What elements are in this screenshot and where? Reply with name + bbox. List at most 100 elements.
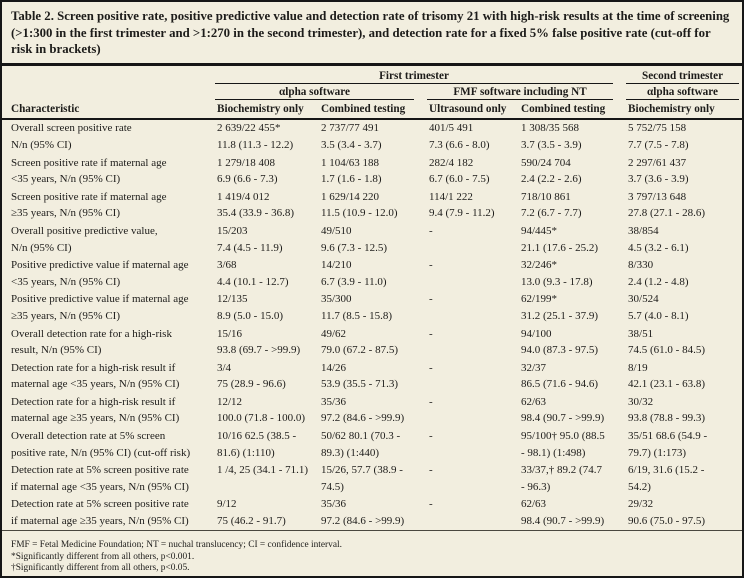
first-trimester-label: First trimester — [215, 70, 614, 84]
cell-line: 89.3) (1:440) — [321, 446, 380, 459]
table-row: Positive predictive value if maternal ag… — [2, 291, 742, 325]
cell-line: 11.8 (11.3 - 12.2) — [217, 138, 294, 151]
value-cell: 14/210 6.7 (3.9 - 11.0) — [318, 257, 426, 291]
cell-line: - 98.1) (1:498) — [521, 446, 586, 459]
cell-line: 27.8 (27.1 - 28.6) — [628, 207, 706, 220]
value-cell: - — [426, 359, 518, 393]
cell-line: - — [429, 430, 433, 443]
value-cell: 15/203 7.4 (4.5 - 11.9) — [214, 222, 318, 256]
value-cell: 62/63 98.4 (90.7 - >99.9) — [518, 393, 625, 427]
cell-line: N/n (95% CI) — [11, 138, 72, 151]
cell-line: - — [429, 224, 433, 237]
cell-line: 74.5) — [321, 480, 344, 493]
table-title: Table 2. Screen positive rate, positive … — [2, 2, 742, 66]
data-table: First trimester Second trimester αlpha s… — [2, 68, 742, 531]
cell-line: Overall detection rate for a high-risk — [11, 327, 172, 340]
table-row: Detection rate for a high-risk result if… — [2, 393, 742, 427]
cell-line: Overall positive predictive value, — [11, 224, 158, 237]
cell-line: result, N/n (95% CI) — [11, 344, 102, 357]
cell-line: - — [429, 395, 433, 408]
table-row: Overall detection rate at 5% screen posit… — [2, 428, 742, 462]
cell-line: 5.7 (4.0 - 8.1) — [628, 309, 689, 322]
characteristic-cell: Screen positive rate if maternal age ≥35 … — [2, 188, 214, 222]
cell-line: 4.5 (3.2 - 6.1) — [628, 241, 689, 254]
alpha-software-label: αlpha software — [215, 86, 414, 100]
cell-line: 94/100 — [521, 327, 552, 340]
value-cell: 12/12 100.0 (71.8 - 100.0) — [214, 393, 318, 427]
cell-line: 7.2 (6.7 - 7.7) — [521, 207, 582, 220]
value-cell: 32/246* 13.0 (9.3 - 17.8) — [518, 257, 625, 291]
cell-line: 21.1 (17.6 - 25.2) — [521, 241, 598, 254]
cell-line: positive rate, N/n (95% CI) (cut-off ris… — [11, 446, 191, 459]
cell-line: Detection rate for a high-risk result if — [11, 361, 176, 374]
cell-line: 94/445* — [521, 224, 558, 237]
cell-line: 62/199* — [521, 293, 558, 306]
cell-line: 35/51 68.6 (54.9 - — [628, 430, 708, 443]
cell-line: 93.8 (78.8 - 99.3) — [628, 412, 706, 425]
characteristic-cell: Detection rate for a high-risk result if… — [2, 393, 214, 427]
cell-line: 38/854 — [628, 224, 659, 237]
value-cell: 49/62 79.0 (67.2 - 87.5) — [318, 325, 426, 359]
value-cell: 590/24 704 2.4 (2.2 - 2.6) — [518, 154, 625, 188]
value-cell: 35/51 68.6 (54.9 - 79.7) (1:173) — [625, 428, 742, 462]
cell-line: Screen positive rate if maternal age — [11, 190, 167, 203]
cell-line: Detection rate for a high-risk result if — [11, 395, 176, 408]
value-cell: - — [426, 257, 518, 291]
cell-line: 7.3 (6.6 - 8.0) — [429, 138, 490, 151]
value-cell: 718/10 861 7.2 (6.7 - 7.7) — [518, 188, 625, 222]
value-cell: 401/5 491 7.3 (6.6 - 8.0) — [426, 119, 518, 154]
cell-line: 3/4 — [217, 361, 232, 374]
cell-line: 9.4 (7.9 - 11.2) — [429, 207, 495, 220]
cell-line: Screen positive rate if maternal age — [11, 156, 167, 169]
cell-line: 94.0 (87.3 - 97.5) — [521, 344, 598, 357]
cell-line: 2.4 (2.2 - 2.6) — [521, 173, 582, 186]
value-cell: 62/199* 31.2 (25.1 - 37.9) — [518, 291, 625, 325]
characteristic-cell: Positive predictive value if maternal ag… — [2, 257, 214, 291]
value-cell: 1 279/18 408 6.9 (6.6 - 7.3) — [214, 154, 318, 188]
cell-line: 54.2) — [628, 480, 651, 493]
cell-line: 1 629/14 220 — [321, 190, 380, 203]
cell-line: 12/135 — [217, 293, 248, 306]
header-alpha-software-first: αlpha software — [214, 84, 426, 100]
cell-line: 100.0 (71.8 - 100.0) — [217, 412, 305, 425]
header-second-trimester: Second trimester — [625, 68, 742, 84]
cell-line: 7.4 (4.5 - 11.9) — [217, 241, 283, 254]
cell-line: 49/62 — [321, 327, 347, 340]
cell-line: <35 years, N/n (95% CI) — [11, 173, 121, 186]
cell-line: 13.0 (9.3 - 17.8) — [521, 275, 593, 288]
value-cell: 6/19, 31.6 (15.2 - 54.2) — [625, 462, 742, 496]
cell-line: 3/68 — [217, 259, 237, 272]
cell-line: 718/10 861 — [521, 190, 571, 203]
table-row: Overall screen positive rate N/n (95% CI)… — [2, 119, 742, 154]
alpha-software-label: αlpha software — [626, 86, 740, 100]
cell-line: 10/16 62.5 (38.5 - — [217, 430, 297, 443]
cell-line: 9/12 — [217, 498, 237, 511]
cell-line: - — [429, 293, 433, 306]
cell-line: 11.5 (10.9 - 12.0) — [321, 207, 398, 220]
cell-line: 2 297/61 437 — [628, 156, 687, 169]
header-fmf-software: FMF software including NT — [426, 84, 625, 100]
cell-line: Overall screen positive rate — [11, 122, 132, 135]
value-cell: 35/36 97.2 (84.6 - >99.9) — [318, 393, 426, 427]
value-cell: 3/68 4.4 (10.1 - 12.7) — [214, 257, 318, 291]
value-cell: 94/100 94.0 (87.3 - 97.5) — [518, 325, 625, 359]
value-cell: 2 297/61 437 3.7 (3.6 - 3.9) — [625, 154, 742, 188]
trimester-group-row: First trimester Second trimester — [2, 68, 742, 84]
value-cell: - — [426, 496, 518, 531]
cell-line: 62/63 — [521, 498, 547, 511]
cell-line: 75 (28.9 - 96.6) — [217, 378, 286, 391]
cell-line: 79.0 (67.2 - 87.5) — [321, 344, 398, 357]
value-cell: 282/4 182 6.7 (6.0 - 7.5) — [426, 154, 518, 188]
cell-line: 14/26 — [321, 361, 347, 374]
cell-line: ≥35 years, N/n (95% CI) — [11, 207, 120, 220]
cell-line: 35/36 — [321, 498, 347, 511]
column-header-characteristic: Characteristic — [2, 99, 214, 120]
cell-line: Positive predictive value if maternal ag… — [11, 259, 189, 272]
value-cell: 3/4 75 (28.9 - 96.6) — [214, 359, 318, 393]
cell-line: 32/246* — [521, 259, 558, 272]
cell-line: Positive predictive value if maternal ag… — [11, 293, 189, 306]
cell-line: Detection rate at 5% screen positive rat… — [11, 464, 189, 477]
cell-line: 15/26, 57.7 (38.9 - — [321, 464, 403, 477]
cell-line: 29/32 — [628, 498, 654, 511]
value-cell: 33/37,† 89.2 (74.7 - 96.3) — [518, 462, 625, 496]
